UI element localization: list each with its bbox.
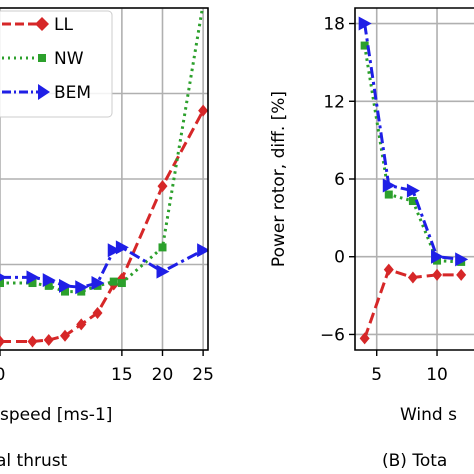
- y-tick-label: 18: [323, 15, 345, 35]
- data-point-bem: [42, 273, 56, 288]
- legend-label-bem: BEM: [54, 83, 91, 103]
- series-line-ll: [0, 109, 205, 343]
- legend-label-ll: LL: [54, 15, 73, 35]
- series-line-nw: [363, 45, 462, 264]
- x-tick-label: 0: [0, 365, 5, 385]
- series-line-nw: [0, 8, 204, 294]
- x-tick-label: 5: [371, 365, 382, 385]
- legend: LL NW BEM: [0, 10, 113, 118]
- data-point-nw: [433, 256, 442, 265]
- data-point-bem: [0, 273, 7, 282]
- data-point-ll: [76, 318, 87, 331]
- data-point-bem: [115, 240, 129, 255]
- data-point-bem: [156, 264, 170, 279]
- data-point-ll: [43, 334, 54, 347]
- panel-a-series: [0, 0, 208, 348]
- panel-b: 5 10 −6 0 6 12 18 Power rotor, diff. [%] Wind …: [269, 7, 474, 471]
- data-point-nw: [408, 197, 417, 206]
- data-point-ll: [359, 332, 370, 345]
- legend-entry-nw: NW: [2, 49, 84, 69]
- y-tick-label: 0: [334, 248, 345, 268]
- data-point-bem: [107, 243, 121, 258]
- data-point-ll: [92, 306, 103, 319]
- data-point-nw: [158, 243, 167, 252]
- data-point-nw: [44, 281, 53, 290]
- data-point-nw: [0, 279, 4, 288]
- data-point-bem: [26, 270, 40, 285]
- data-point-ll: [432, 268, 443, 281]
- legend-marker-nw: [38, 54, 46, 62]
- data-point-nw: [77, 287, 86, 296]
- data-point-bem: [455, 252, 469, 267]
- panel-a-ticks: 0 15 20 25: [0, 350, 214, 385]
- data-point-bem: [75, 280, 89, 295]
- data-point-bem: [431, 249, 445, 264]
- series-line-bem: [363, 23, 462, 261]
- panel-b-series: [358, 16, 469, 345]
- data-point-nw: [384, 190, 393, 199]
- legend-entry-ll: LL: [2, 15, 73, 35]
- panel-b-label: (B) Tota: [382, 451, 447, 471]
- data-point-ll: [157, 180, 168, 193]
- data-point-ll: [27, 335, 38, 348]
- data-point-nw: [117, 279, 126, 288]
- data-point-ll: [198, 104, 208, 117]
- panel-a-frame: [0, 7, 209, 351]
- legend-marker-ll: [35, 17, 49, 31]
- data-point-ll: [407, 271, 418, 284]
- x-tick-label: 15: [111, 365, 133, 385]
- panel-b-ylabel: Power rotor, diff. [%]: [269, 91, 289, 267]
- y-tick-label: −6: [320, 325, 345, 345]
- x-tick-label: 20: [152, 365, 174, 385]
- data-point-nw: [360, 41, 369, 50]
- x-tick-label: 25: [192, 365, 214, 385]
- panel-a-label: al thrust: [0, 451, 68, 471]
- data-point-ll: [383, 263, 394, 276]
- data-point-nw: [61, 287, 69, 296]
- data-point-bem: [406, 183, 420, 198]
- data-point-nw: [109, 277, 118, 286]
- panel-b-frame: [354, 7, 474, 351]
- data-point-nw: [28, 279, 37, 288]
- legend-box: [0, 10, 113, 118]
- legend-label-nw: NW: [54, 49, 84, 69]
- panel-b-ticks: 5 10 −6 0 6 12 18: [320, 15, 448, 385]
- y-tick-label: 6: [334, 170, 345, 190]
- panel-b-grid: [355, 8, 474, 350]
- data-point-ll: [60, 329, 70, 342]
- data-point-bem: [91, 276, 105, 291]
- data-point-bem: [59, 278, 72, 293]
- legend-entry-bem: BEM: [2, 83, 91, 103]
- legend-marker-bem: [38, 84, 50, 100]
- data-point-bem: [358, 16, 372, 31]
- data-point-nw: [199, 0, 207, 8]
- series-line-bem: [0, 245, 204, 289]
- panel-b-xlabel: Wind s: [400, 405, 457, 425]
- panel-a-xlabel: speed [ms-1]: [0, 405, 112, 425]
- data-point-ll: [456, 268, 467, 281]
- y-tick-label: 12: [323, 92, 345, 112]
- data-point-ll: [0, 335, 5, 348]
- data-point-bem: [382, 178, 396, 193]
- data-point-bem: [197, 243, 208, 258]
- x-tick-label: 10: [426, 365, 448, 385]
- panel-a: 0 15 20 25 LL NW BEM speed [ms-1] al thrust: [0, 0, 214, 471]
